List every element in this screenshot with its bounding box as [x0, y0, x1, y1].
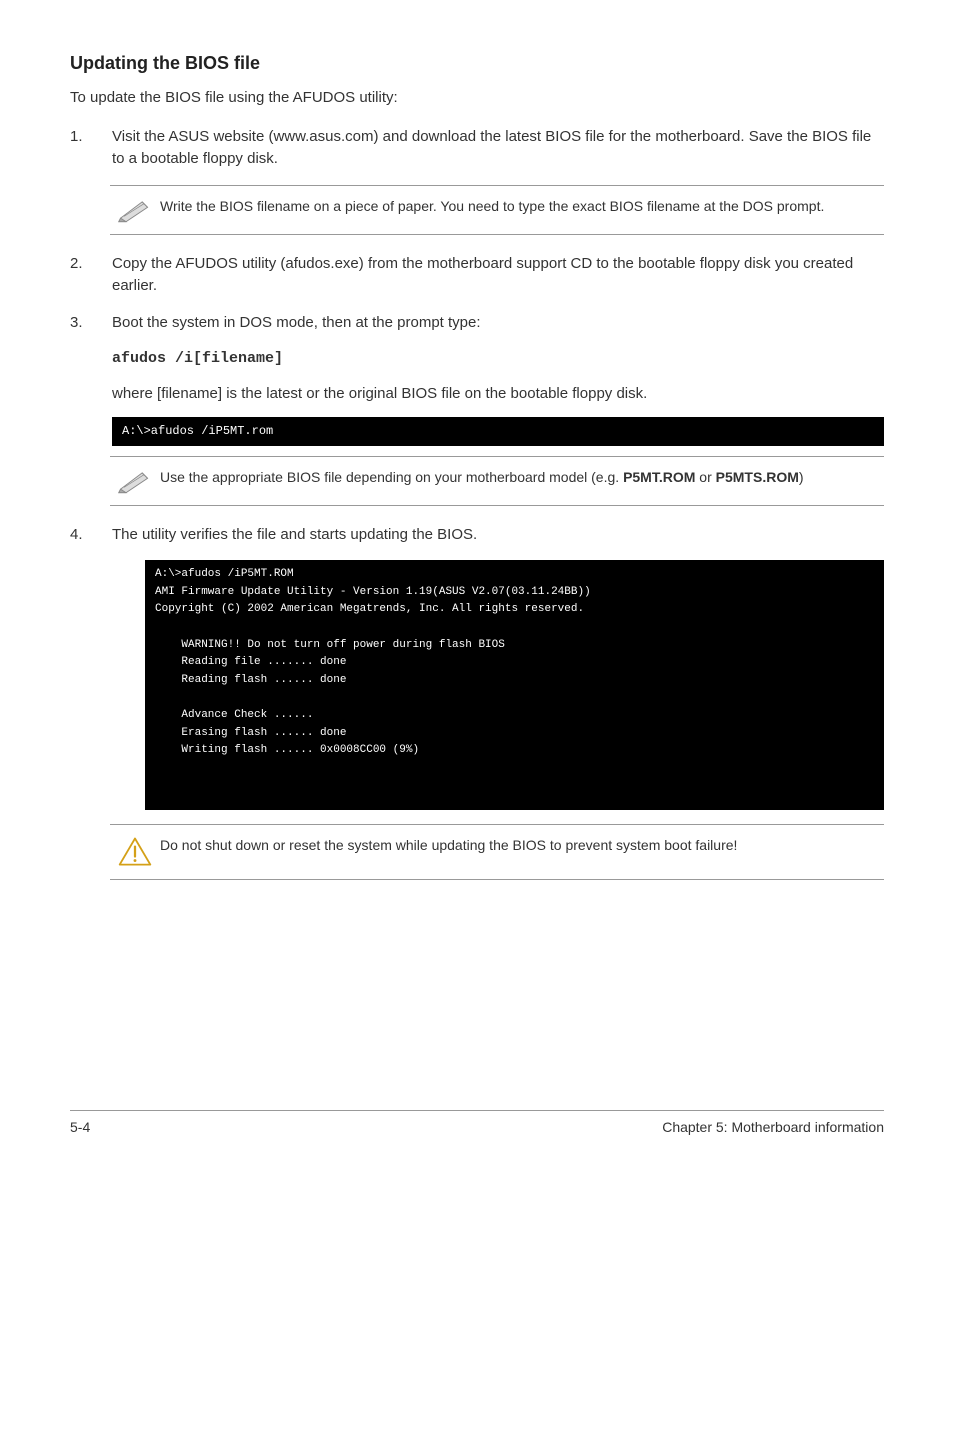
note2-suffix: ): [799, 469, 804, 485]
warning-icon: [110, 835, 160, 869]
note2-prefix: Use the appropriate BIOS file depending …: [160, 469, 623, 485]
terminal-output-2: A:\>afudos /iP5MT.ROM AMI Firmware Updat…: [145, 560, 884, 810]
note-box-2: Use the appropriate BIOS file depending …: [110, 456, 884, 506]
section-heading: Updating the BIOS file: [70, 50, 884, 77]
note2-bold1: P5MT.ROM: [623, 469, 695, 485]
footer-left: 5-4: [70, 1117, 90, 1138]
warning-box: Do not shut down or reset the system whi…: [110, 824, 884, 880]
page-footer: 5-4 Chapter 5: Motherboard information: [70, 1110, 884, 1138]
step-3-sub: where [filename] is the latest or the or…: [112, 383, 884, 406]
terminal-output-1: A:\>afudos /iP5MT.rom: [112, 417, 884, 446]
footer-right: Chapter 5: Motherboard information: [662, 1117, 884, 1138]
step-1: 1. Visit the ASUS website (www.asus.com)…: [70, 126, 884, 171]
step-text: Boot the system in DOS mode, then at the…: [112, 312, 884, 335]
step-text: Visit the ASUS website (www.asus.com) an…: [112, 126, 884, 171]
step-2: 2. Copy the AFUDOS utility (afudos.exe) …: [70, 253, 884, 298]
step-number: 1.: [70, 126, 112, 171]
intro-paragraph: To update the BIOS file using the AFUDOS…: [70, 87, 884, 110]
step-3: 3. Boot the system in DOS mode, then at …: [70, 312, 884, 335]
step-number: 3.: [70, 312, 112, 335]
note2-bold2: P5MTS.ROM: [716, 469, 799, 485]
note-text: Use the appropriate BIOS file depending …: [160, 467, 884, 488]
note-box-1: Write the BIOS filename on a piece of pa…: [110, 185, 884, 235]
step-number: 2.: [70, 253, 112, 298]
pencil-icon: [110, 196, 160, 224]
step-4: 4. The utility verifies the file and sta…: [70, 524, 884, 547]
step-text: The utility verifies the file and starts…: [112, 524, 884, 547]
warning-text: Do not shut down or reset the system whi…: [160, 835, 884, 856]
note-text: Write the BIOS filename on a piece of pa…: [160, 196, 884, 217]
command-line: afudos /i[filename]: [112, 348, 884, 371]
step-number: 4.: [70, 524, 112, 547]
note2-mid: or: [695, 469, 715, 485]
pencil-icon: [110, 467, 160, 495]
step-text: Copy the AFUDOS utility (afudos.exe) fro…: [112, 253, 884, 298]
